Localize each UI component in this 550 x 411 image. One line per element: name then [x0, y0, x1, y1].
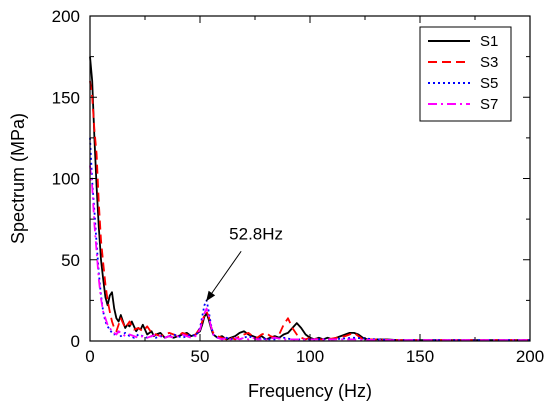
y-tick-label: 150 — [52, 88, 80, 107]
annotation-arrow-line — [205, 250, 242, 302]
x-tick-label: 0 — [85, 347, 94, 366]
axis-tick-labels: 0 50 100 150 200 0 50 100 150 200 — [52, 7, 545, 366]
series-line-s3 — [89, 80, 530, 342]
y-tick-label: 100 — [52, 170, 80, 189]
y-tick-label: 200 — [52, 7, 80, 26]
x-tick-label: 100 — [296, 347, 324, 366]
annotation: 52.8Hz — [205, 224, 283, 302]
series-line-s5 — [89, 137, 530, 342]
x-tick-label: 150 — [406, 347, 434, 366]
legend-label-s3: S3 — [480, 54, 498, 71]
y-tick-label: 0 — [71, 332, 80, 351]
annotation-label: 52.8Hz — [229, 224, 283, 243]
legend-label-s7: S7 — [480, 96, 498, 113]
legend-label-s1: S1 — [480, 33, 498, 50]
legend: S1 S3 S5 S7 — [419, 26, 512, 122]
axis-ticks — [89, 15, 531, 342]
x-tick-label: 50 — [191, 347, 210, 366]
x-tick-label: 200 — [516, 347, 544, 366]
y-axis-title: Spectrum (MPa) — [8, 113, 28, 244]
annotation-arrow-head — [206, 290, 216, 302]
legend-label-s5: S5 — [480, 75, 498, 92]
series-line-s7 — [89, 165, 530, 342]
x-axis-title: Frequency (Hz) — [248, 381, 372, 401]
y-tick-label: 50 — [61, 251, 80, 270]
legend-box — [419, 26, 512, 122]
series-lines — [89, 56, 530, 342]
